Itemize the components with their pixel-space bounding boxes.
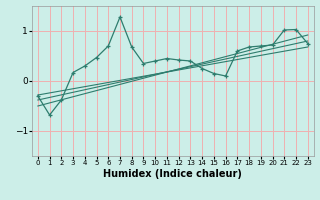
X-axis label: Humidex (Indice chaleur): Humidex (Indice chaleur) <box>103 169 242 179</box>
